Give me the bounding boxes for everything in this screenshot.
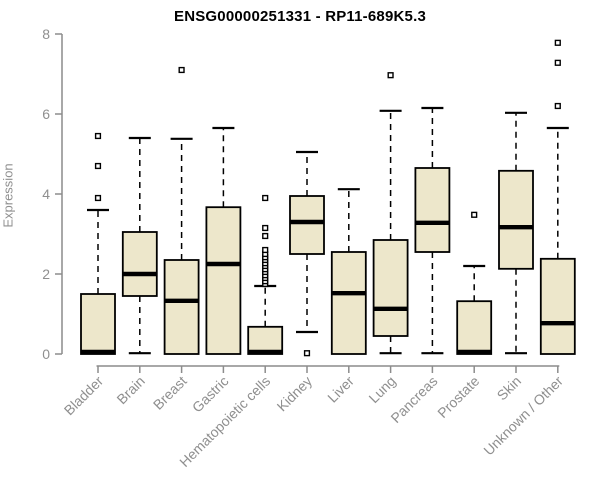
x-category-label-prostate: Prostate [434, 373, 482, 421]
outlier-point-bladder [94, 132, 102, 140]
y-tick-label: 8 [42, 26, 50, 42]
outlier-point-hematopoietic-cells [262, 224, 269, 232]
x-category-label-brain: Brain [113, 373, 147, 407]
box-unknown-other [539, 257, 576, 355]
outlier-point-prostate [471, 211, 478, 218]
chart-title: ENSG00000251331 - RP11-689K5.3 [173, 8, 426, 25]
box-breast [163, 259, 200, 355]
outlier-point-lung [387, 72, 394, 79]
x-category-label-unknown-other: Unknown / Other [480, 373, 566, 459]
outlier-point-unknown-other [554, 59, 561, 66]
box-brain [121, 231, 158, 297]
outlier-point-hematopoietic-cells [262, 194, 269, 202]
x-category-label-liver: Liver [324, 373, 357, 406]
x-category-label-lung: Lung [365, 373, 398, 406]
outlier-point-hematopoietic-cells [262, 246, 269, 254]
y-tick-label: 2 [42, 266, 50, 282]
outlier-point-breast [178, 66, 185, 74]
y-tick-label: 4 [42, 186, 50, 202]
outlier-point-hematopoietic-cells [262, 232, 269, 240]
y-tick-label: 6 [42, 106, 50, 122]
box-lung [372, 239, 409, 337]
y-tick-label: 0 [42, 346, 50, 362]
box-skin [498, 169, 534, 270]
box-kidney [289, 195, 325, 255]
outlier-point-unknown-other [554, 102, 561, 110]
x-category-label-skin: Skin [494, 373, 525, 404]
x-category-label-kidney: Kidney [274, 373, 316, 415]
box-gastric [205, 206, 242, 355]
box-prostate [456, 300, 493, 355]
x-category-label-breast: Breast [150, 373, 190, 413]
outlier-point-unknown-other [554, 39, 561, 46]
outlier-point-bladder [94, 162, 102, 170]
outlier-point-kidney [303, 350, 311, 357]
box-liver [330, 251, 367, 355]
outlier-point-bladder [94, 194, 102, 202]
x-category-label-bladder: Bladder [61, 373, 107, 419]
box-bladder [80, 293, 116, 355]
box-pancreas [414, 167, 451, 253]
